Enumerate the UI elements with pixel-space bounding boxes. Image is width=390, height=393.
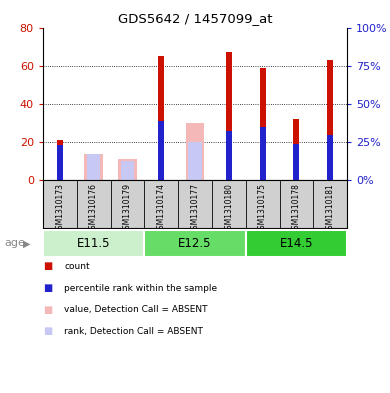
Bar xyxy=(57,140,63,180)
Text: ■: ■ xyxy=(43,283,52,293)
Bar xyxy=(260,127,266,180)
Bar xyxy=(144,230,246,257)
Text: ■: ■ xyxy=(43,261,52,272)
Bar xyxy=(158,56,164,180)
Text: E12.5: E12.5 xyxy=(178,237,212,250)
Text: GSM1310181: GSM1310181 xyxy=(326,183,335,233)
Text: ■: ■ xyxy=(43,326,52,336)
Text: count: count xyxy=(64,262,90,271)
Bar xyxy=(293,144,300,180)
Bar xyxy=(43,230,144,257)
Bar xyxy=(121,160,134,180)
Bar xyxy=(87,154,100,180)
Text: GSM1310175: GSM1310175 xyxy=(258,183,267,234)
Bar xyxy=(57,145,63,180)
Bar xyxy=(188,142,202,180)
Text: GSM1310179: GSM1310179 xyxy=(123,183,132,234)
Bar xyxy=(118,159,136,180)
Text: GSM1310176: GSM1310176 xyxy=(89,183,98,234)
Text: ■: ■ xyxy=(43,305,52,315)
Bar xyxy=(327,60,333,180)
Text: E11.5: E11.5 xyxy=(77,237,110,250)
Bar xyxy=(327,134,333,180)
Bar xyxy=(84,154,103,180)
Text: GSM1310173: GSM1310173 xyxy=(55,183,64,234)
Text: age: age xyxy=(4,238,25,248)
Bar xyxy=(158,121,164,180)
Text: ▶: ▶ xyxy=(23,238,31,248)
Bar xyxy=(293,119,300,180)
Text: GSM1310174: GSM1310174 xyxy=(157,183,166,234)
Bar xyxy=(186,123,204,180)
Bar xyxy=(226,132,232,180)
Bar xyxy=(226,52,232,180)
Text: GSM1310180: GSM1310180 xyxy=(224,183,233,233)
Text: GSM1310178: GSM1310178 xyxy=(292,183,301,233)
Text: GSM1310177: GSM1310177 xyxy=(190,183,200,234)
Text: E14.5: E14.5 xyxy=(280,237,313,250)
Bar xyxy=(260,68,266,180)
Text: rank, Detection Call = ABSENT: rank, Detection Call = ABSENT xyxy=(64,327,203,336)
Title: GDS5642 / 1457099_at: GDS5642 / 1457099_at xyxy=(118,12,272,25)
Text: value, Detection Call = ABSENT: value, Detection Call = ABSENT xyxy=(64,305,208,314)
Bar xyxy=(246,230,347,257)
Text: percentile rank within the sample: percentile rank within the sample xyxy=(64,284,218,292)
